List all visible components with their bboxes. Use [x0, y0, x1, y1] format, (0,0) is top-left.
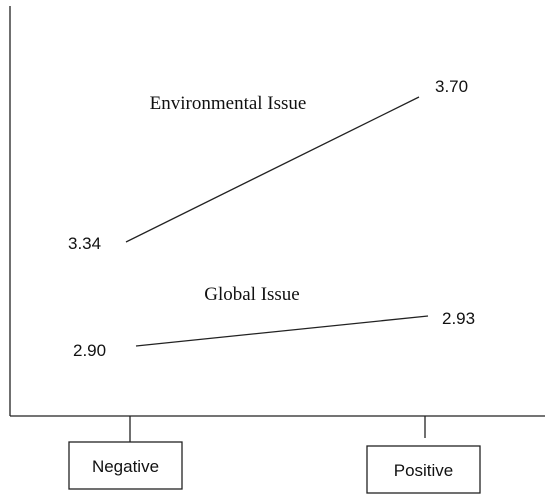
global-issue-line [135, 315, 429, 347]
negative-category-label: Negative [92, 457, 159, 476]
global-positive-value-label: 2.93 [442, 309, 475, 328]
series-layer: Environmental Issue 3.34 3.70 Global Issue 2… [68, 77, 475, 360]
positive-category-box [366, 445, 481, 494]
positive-category-label: Positive [394, 461, 454, 480]
negative-category-box [68, 441, 183, 490]
environmental-issue-line [125, 96, 420, 243]
environmental-negative-value-label: 3.34 [68, 234, 101, 253]
environmental-issue-label: Environmental Issue [150, 93, 307, 114]
global-negative-value-label: 2.90 [73, 341, 106, 360]
global-issue-label: Global Issue [204, 284, 300, 305]
category-layer: Negative Positive [68, 416, 481, 494]
environmental-positive-value-label: 3.70 [435, 77, 468, 96]
